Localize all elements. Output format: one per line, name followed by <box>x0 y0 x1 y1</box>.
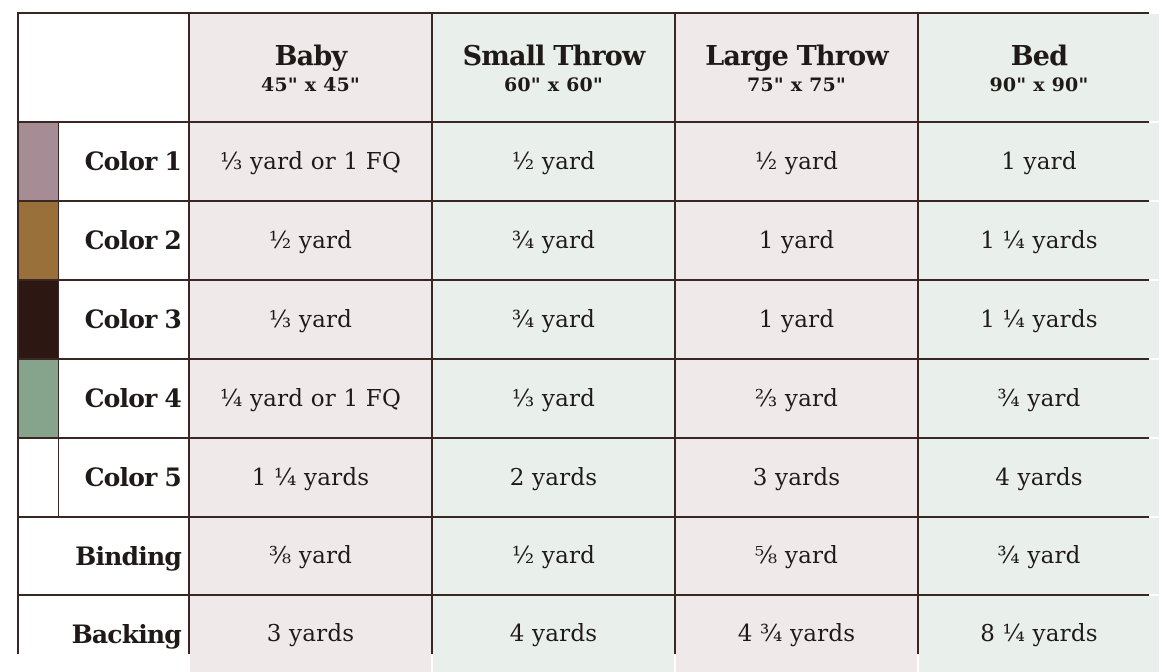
color-swatch <box>19 202 59 279</box>
row-label-color-2: Color 2 <box>19 202 188 279</box>
color-swatch <box>19 123 59 200</box>
row-label-binding: Binding <box>19 518 188 594</box>
corner-cell <box>19 14 188 121</box>
row-label-backing: Backing <box>19 596 188 672</box>
column-header-size: 60" x 60" <box>503 74 604 97</box>
table-cell: 1 yard <box>676 281 917 358</box>
fabric-requirements-table: Baby 45" x 45" Small Throw 60" x 60" Lar… <box>17 12 1159 672</box>
row-label-text: Backing <box>71 619 182 649</box>
row-label-text: Binding <box>75 541 182 571</box>
row-label-text: Color 3 <box>84 305 182 334</box>
table-cell: ¼ yard or 1 FQ <box>190 360 431 437</box>
table-cell: ⅝ yard <box>676 518 917 594</box>
table-cell: 1 yard <box>676 202 917 279</box>
table-cell: ¾ yard <box>919 518 1159 594</box>
color-swatch <box>19 439 59 516</box>
column-header-bed: Bed 90" x 90" <box>919 14 1159 121</box>
column-header-large-throw: Large Throw 75" x 75" <box>676 14 917 121</box>
row-label-color-1: Color 1 <box>19 123 188 200</box>
table-cell: 3 yards <box>676 439 917 516</box>
table-cell: 4 yards <box>919 439 1159 516</box>
table-cell: 8 ¼ yards <box>919 596 1159 672</box>
table-cell: ½ yard <box>433 518 674 594</box>
table-cell: ⅓ yard or 1 FQ <box>190 123 431 200</box>
table-cell: ⅓ yard <box>433 360 674 437</box>
column-header-size: 90" x 90" <box>989 74 1089 97</box>
column-header-size: 45" x 45" <box>260 74 361 97</box>
row-label-color-5: Color 5 <box>19 439 188 516</box>
column-header-name: Baby <box>274 40 347 72</box>
table-cell: ⅓ yard <box>190 281 431 358</box>
color-swatch <box>19 281 59 358</box>
table-cell: 2 yards <box>433 439 674 516</box>
column-header-name: Small Throw <box>462 40 646 72</box>
color-swatch <box>19 360 59 437</box>
row-label-color-4: Color 4 <box>19 360 188 437</box>
table-cell: 3 yards <box>190 596 431 672</box>
row-label-text: Color 5 <box>84 463 182 492</box>
table-cell: 1 ¼ yards <box>919 281 1159 358</box>
table-cell: 1 ¼ yards <box>919 202 1159 279</box>
column-header-name: Bed <box>1010 40 1068 72</box>
table-cell: ½ yard <box>190 202 431 279</box>
row-label-text: Color 2 <box>84 226 182 255</box>
table-cell: ¾ yard <box>919 360 1159 437</box>
table-cell: ⅜ yard <box>190 518 431 594</box>
column-header-name: Large Throw <box>705 40 888 72</box>
row-label-text: Color 4 <box>84 384 182 413</box>
column-header-size: 75" x 75" <box>746 74 847 97</box>
row-label-text: Color 1 <box>84 147 182 176</box>
table-cell: ¾ yard <box>433 202 674 279</box>
table-cell: ¾ yard <box>433 281 674 358</box>
table-cell: ⅔ yard <box>676 360 917 437</box>
row-label-color-3: Color 3 <box>19 281 188 358</box>
table-cell: 1 yard <box>919 123 1159 200</box>
table-cell: 4 yards <box>433 596 674 672</box>
table-cell: 4 ¾ yards <box>676 596 917 672</box>
table-cell: ½ yard <box>676 123 917 200</box>
column-header-baby: Baby 45" x 45" <box>190 14 431 121</box>
column-header-small-throw: Small Throw 60" x 60" <box>433 14 674 121</box>
table-cell: ½ yard <box>433 123 674 200</box>
table-cell: 1 ¼ yards <box>190 439 431 516</box>
